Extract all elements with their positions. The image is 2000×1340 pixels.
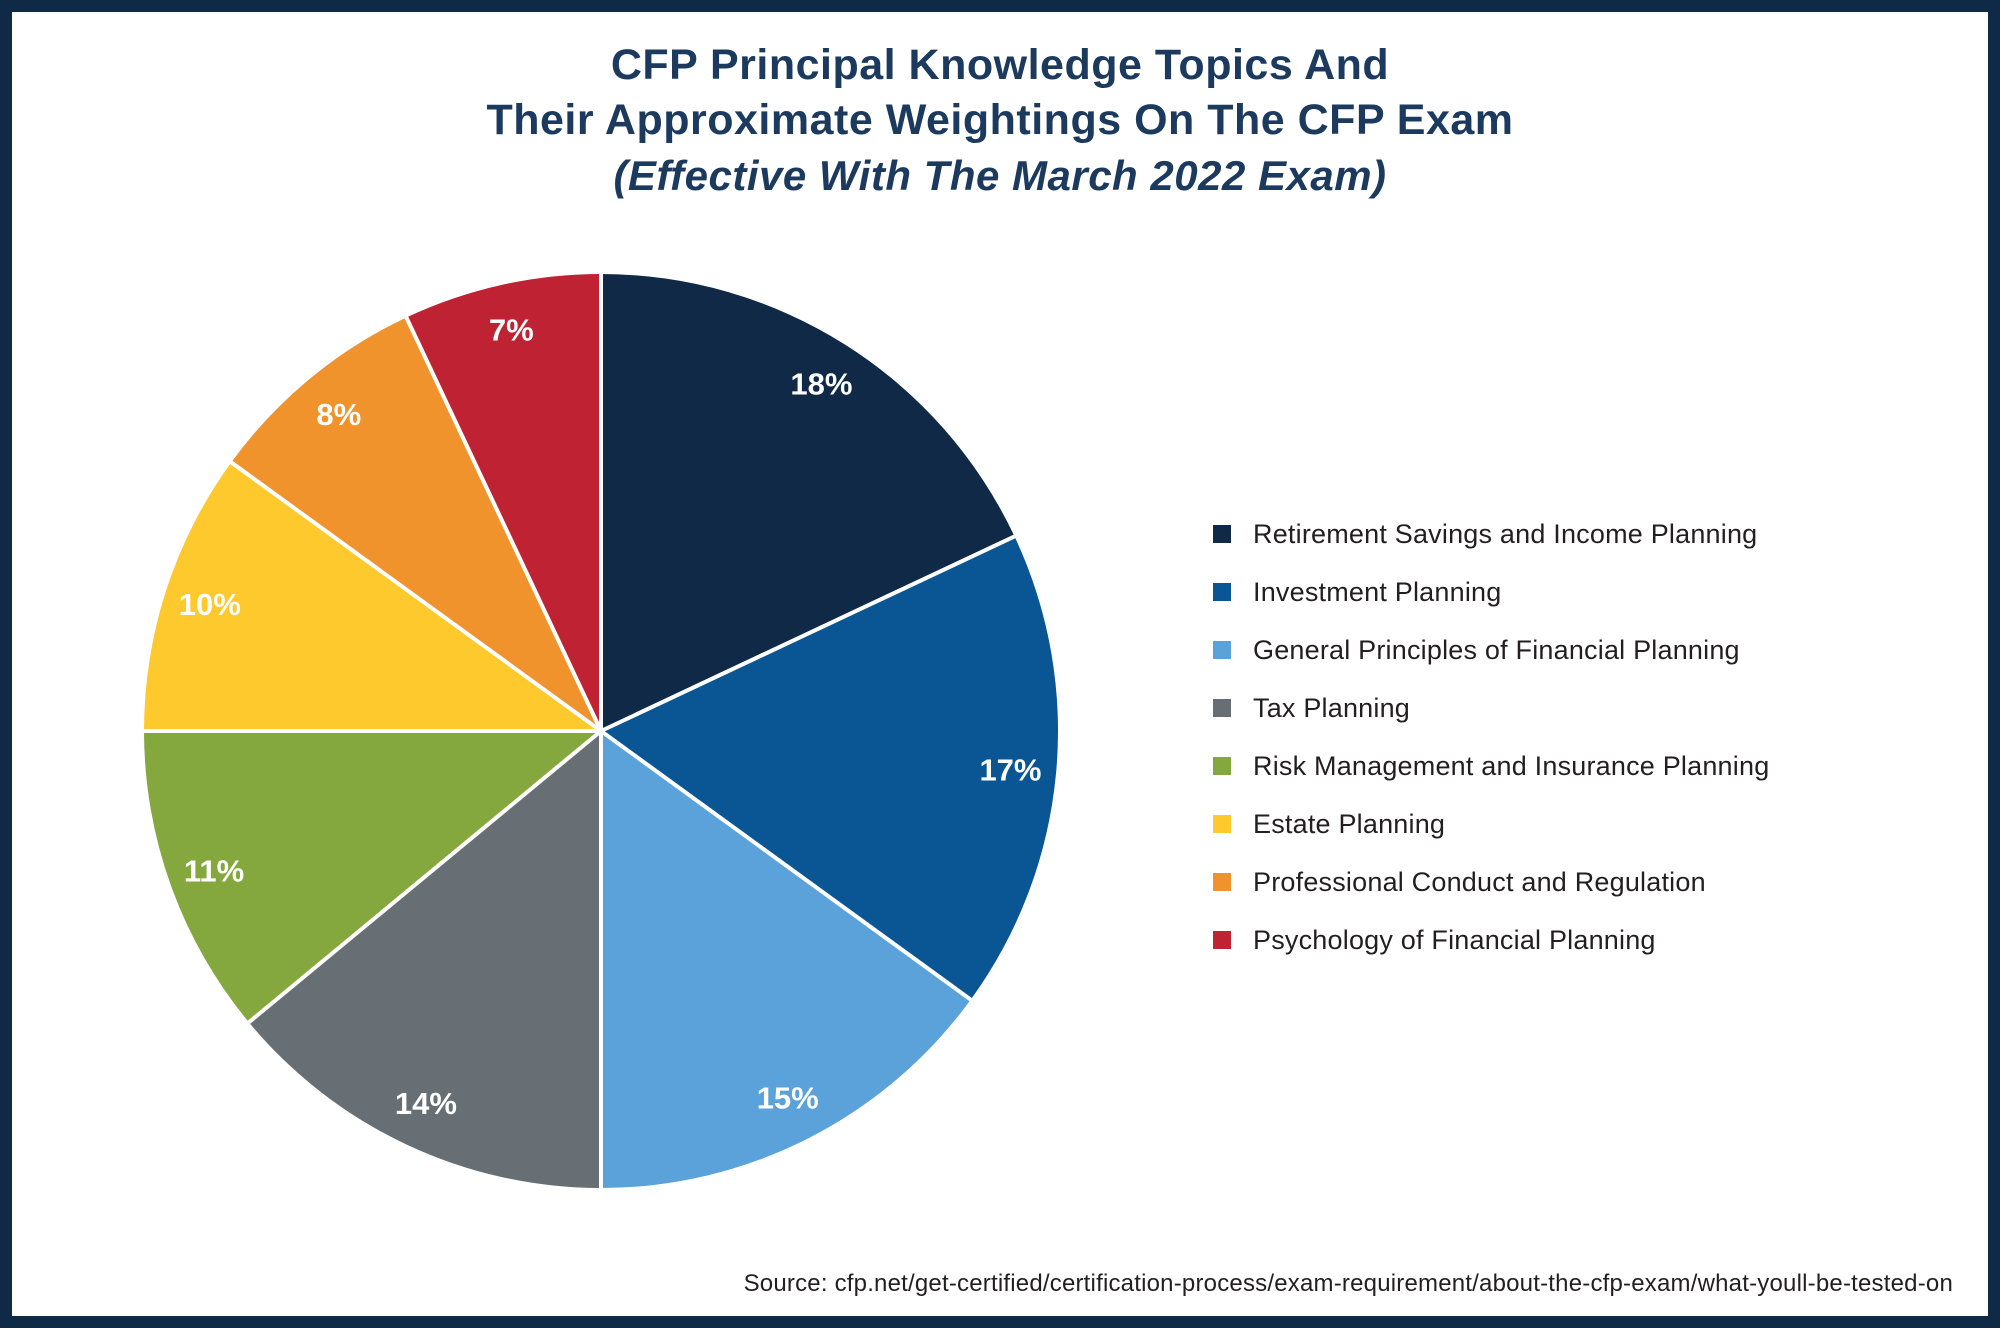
pie-slice-tax-planning bbox=[248, 731, 602, 1188]
legend-item-estate-planning: Estate Planning bbox=[1213, 795, 1769, 853]
slice-percent-label-tax-planning: 14% bbox=[395, 1086, 457, 1121]
slice-divider bbox=[404, 316, 603, 732]
slice-percent-label-risk-management-and-insurance-planning: 11% bbox=[184, 853, 244, 888]
chart-subtitle: (Effective With The March 2022 Exam) bbox=[613, 152, 1387, 199]
slice-percent-label-estate-planning: 10% bbox=[179, 587, 241, 622]
slice-percent-label-psychology-of-financial-planning: 7% bbox=[489, 313, 534, 348]
pie-chart: 18% 17% 15% 14% 11% 10% 8% 7% bbox=[144, 274, 1058, 1188]
legend-item-risk-management-and-insurance-planning: Risk Management and Insurance Planning bbox=[1213, 737, 1769, 795]
source-text: Source: cfp.net/get-certified/certificat… bbox=[743, 1270, 1953, 1297]
legend-item-professional-conduct-and-regulation: Professional Conduct and Regulation bbox=[1213, 853, 1769, 911]
legend: Retirement Savings and Income Planning In… bbox=[1213, 505, 1769, 969]
pie-slice-general-principles-of-financial-planning bbox=[601, 731, 971, 1188]
slice-divider bbox=[230, 460, 603, 733]
legend-label: Psychology of Financial Planning bbox=[1253, 924, 1656, 955]
legend-swatch-icon bbox=[1213, 525, 1231, 543]
slice-percent-label-investment-planning: 17% bbox=[979, 753, 1041, 788]
pie-slice-retirement-savings-and-income-planning bbox=[601, 274, 1015, 731]
legend-item-investment-planning: Investment Planning bbox=[1213, 563, 1769, 621]
legend-label: Professional Conduct and Regulation bbox=[1253, 866, 1706, 897]
legend-label: Retirement Savings and Income Planning bbox=[1253, 518, 1758, 549]
legend-swatch-icon bbox=[1213, 699, 1231, 717]
legend-label: General Principles of Financial Planning bbox=[1253, 634, 1740, 665]
chart-title-line-2: Their Approximate Weightings On The CFP … bbox=[486, 96, 1514, 144]
legend-item-tax-planning: Tax Planning bbox=[1213, 679, 1769, 737]
legend-label: Risk Management and Insurance Planning bbox=[1253, 750, 1770, 781]
pie-slice-estate-planning bbox=[144, 462, 601, 731]
pie-slice-investment-planning bbox=[601, 536, 1058, 1000]
chart-title-line-1: CFP Principal Knowledge Topics And bbox=[610, 41, 1390, 89]
legend-swatch-icon bbox=[1213, 931, 1231, 949]
title-block: CFP Principal Knowledge Topics And Their… bbox=[12, 38, 1988, 203]
legend-swatch-icon bbox=[1213, 583, 1231, 601]
slice-divider bbox=[247, 729, 603, 1024]
legend-item-psychology-of-financial-planning: Psychology of Financial Planning bbox=[1213, 911, 1769, 969]
legend-item-general-principles-of-financial-planning: General Principles of Financial Planning bbox=[1213, 621, 1769, 679]
legend-swatch-icon bbox=[1213, 873, 1231, 891]
legend-swatch-icon bbox=[1213, 815, 1231, 833]
legend-label: Investment Planning bbox=[1253, 576, 1502, 607]
slice-percent-label-retirement-savings-and-income-planning: 18% bbox=[790, 367, 852, 402]
slice-percent-label-general-principles-of-financial-planning: 15% bbox=[757, 1080, 819, 1115]
legend-label: Estate Planning bbox=[1253, 808, 1446, 839]
legend-item-retirement-savings-and-income-planning: Retirement Savings and Income Planning bbox=[1213, 505, 1769, 563]
legend-swatch-icon bbox=[1213, 641, 1231, 659]
pie-slice-psychology-of-financial-planning bbox=[406, 274, 601, 731]
slice-divider bbox=[599, 729, 972, 1002]
pie-slice-risk-management-and-insurance-planning bbox=[144, 731, 601, 1023]
slice-percent-label-professional-conduct-and-regulation: 8% bbox=[316, 397, 361, 432]
slice-divider bbox=[600, 534, 1016, 733]
legend-label: Tax Planning bbox=[1253, 692, 1411, 723]
legend-swatch-icon bbox=[1213, 757, 1231, 775]
pie-slice-professional-conduct-and-regulation bbox=[231, 317, 601, 731]
